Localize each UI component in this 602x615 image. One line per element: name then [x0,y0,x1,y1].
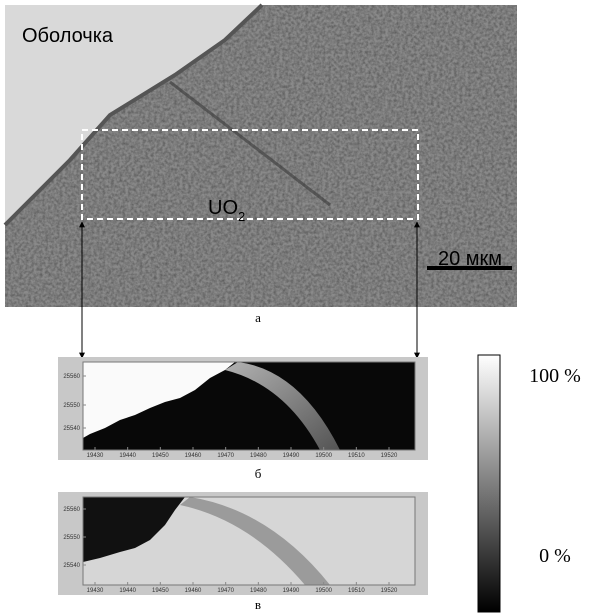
caption-v: в [255,597,261,612]
colorbar [478,355,500,612]
x-tick-label: 19480 [250,453,267,459]
y-tick-label: 25560 [63,374,80,380]
cladding-label: Оболочка [22,25,114,47]
uo-text: UO [208,197,238,219]
colorbar-bottom: 0 % [539,545,571,567]
x-tick-label: 19510 [348,453,365,459]
x-tick-label: 19460 [185,588,202,594]
x-tick-label: 19470 [217,453,234,459]
x-tick-label: 19440 [119,453,136,459]
colorbar-top: 100 % [529,365,581,387]
x-tick-label: 19520 [381,453,398,459]
x-tick-label: 19490 [283,588,300,594]
x-tick-label: 19500 [315,453,332,459]
x-tick-label: 19430 [87,588,104,594]
uo-subscript: 2 [238,209,245,224]
x-tick-label: 19460 [185,453,202,459]
y-tick-label: 25550 [63,535,80,541]
x-tick-label: 19500 [315,588,332,594]
x-tick-label: 19450 [152,453,169,459]
x-tick-label: 19520 [381,588,398,594]
y-tick-label: 25540 [63,563,80,569]
x-tick-label: 19440 [119,588,136,594]
x-tick-label: 19470 [217,588,234,594]
x-tick-label: 19450 [152,588,169,594]
caption-b: б [255,466,262,481]
page: {"figure": { "micrograph": {"label_cladd… [0,0,602,615]
figure: Оболочка UO2 20 мкм а б в 100 % 0 % 1943… [0,0,602,615]
x-tick-label: 19510 [348,588,365,594]
y-tick-label: 25560 [63,507,80,513]
y-tick-label: 25550 [63,403,80,409]
x-tick-label: 19490 [283,453,300,459]
caption-a: а [255,310,261,325]
y-tick-label: 25540 [63,426,80,432]
map-v [58,492,428,595]
x-tick-label: 19480 [250,588,267,594]
x-tick-label: 19430 [87,453,104,459]
map-b [58,357,428,460]
